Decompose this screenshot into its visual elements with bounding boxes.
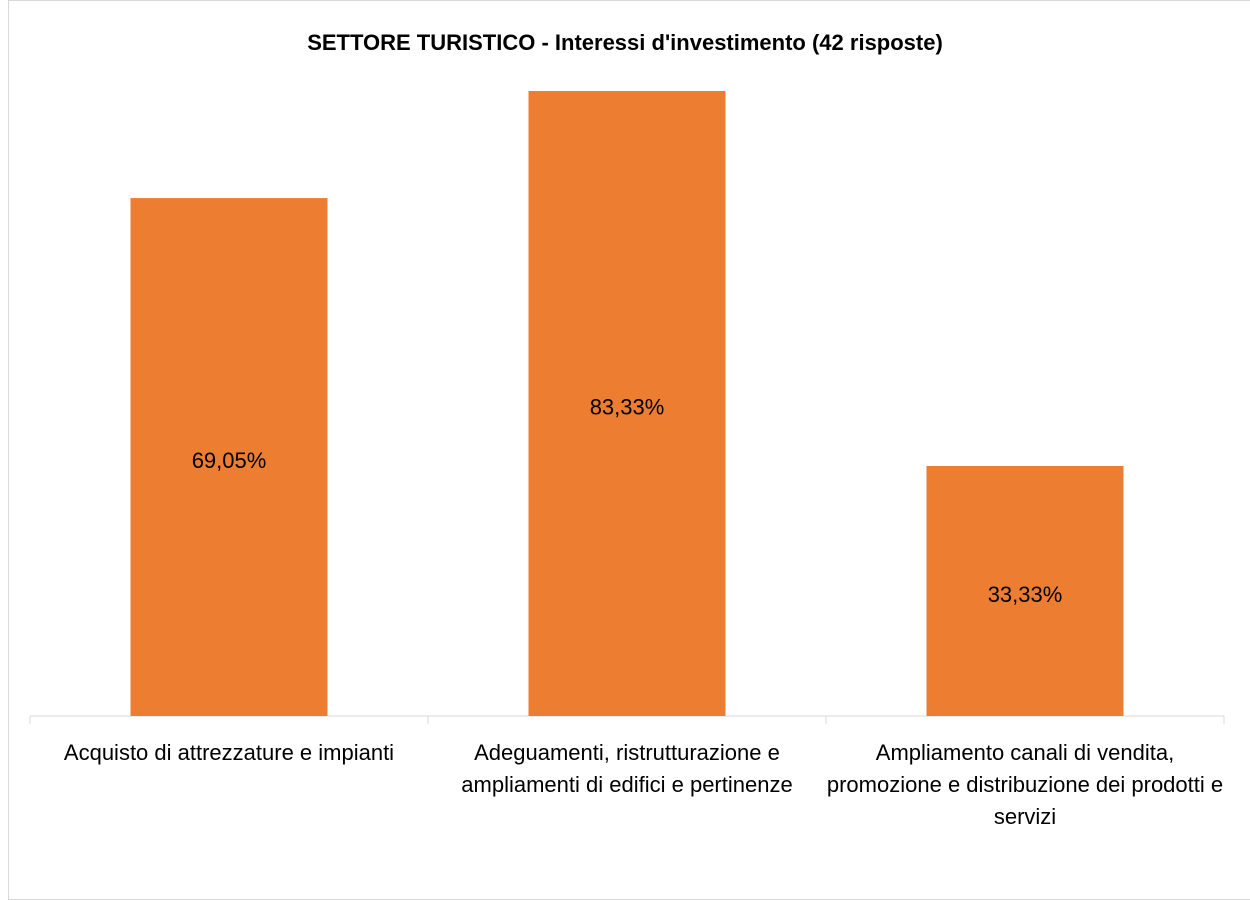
x-tick-label: Ampliamento canali di vendita, promozion… xyxy=(826,740,1224,829)
bar xyxy=(130,198,328,717)
chart-title: SETTORE TURISTICO - Interessi d'investim… xyxy=(307,30,943,55)
x-tick-label: Adeguamenti, ristrutturazione e ampliame… xyxy=(461,740,793,797)
x-tick-label: Acquisto di attrezzature e impianti xyxy=(63,740,395,765)
bar xyxy=(528,91,726,716)
chart: 69,05% 83,33% 33,33% xyxy=(29,91,1225,724)
bar xyxy=(926,466,1124,716)
page: 69,05% 83,33% 33,33% SETTORE TURISTICO - I… xyxy=(8,0,1250,900)
data-label: 83,33% xyxy=(590,394,665,419)
data-label: 33,33% xyxy=(988,582,1063,607)
data-label: 69,05% xyxy=(192,448,267,473)
